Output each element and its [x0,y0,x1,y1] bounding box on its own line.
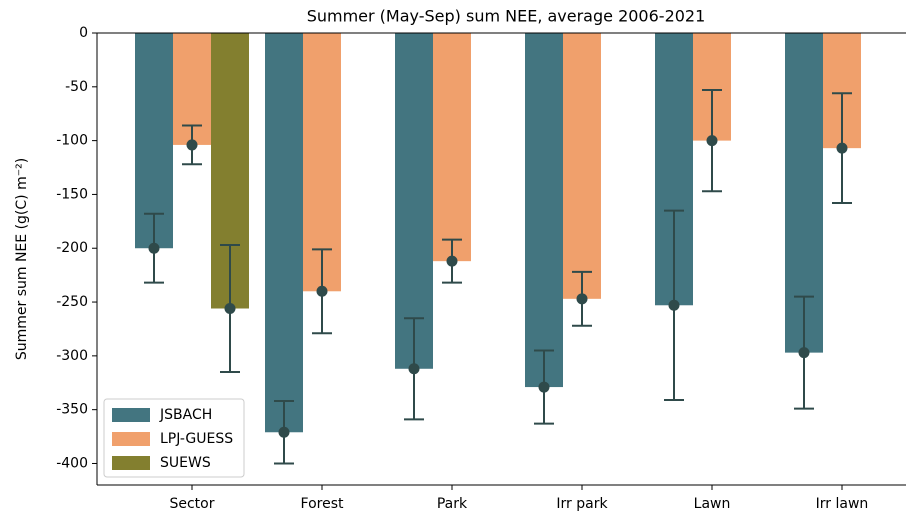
error-point [836,142,848,154]
error-point [278,426,290,438]
y-tick-label: -250 [56,294,88,310]
error-point [408,363,420,375]
y-tick-label: -50 [65,79,88,95]
x-tick-label: Park [437,496,468,512]
plot-area [135,33,861,465]
error-point [148,242,160,254]
bar [563,33,601,299]
legend-swatch [112,456,150,470]
y-axis-label: Summer sum NEE (g(C) m⁻²) [14,158,30,360]
y-tick-label: 0 [79,25,88,41]
bar [433,33,471,262]
error-point [186,139,198,151]
legend-swatch [112,408,150,422]
x-tick-label: Lawn [694,496,731,512]
y-tick-label: -300 [56,348,88,364]
bar [525,33,563,388]
error-point [706,135,718,147]
legend-label: SUEWS [160,455,211,471]
y-tick-label: -100 [56,133,88,149]
error-point [316,285,328,297]
y-tick-label: -200 [56,240,88,256]
y-tick-label: -150 [56,186,88,202]
bar [303,33,341,292]
error-point [538,381,550,393]
bar [135,33,173,249]
legend-swatch [112,432,150,446]
y-tick-label: -400 [56,455,88,471]
error-point [446,255,458,267]
y-tick-label: -350 [56,402,88,418]
x-tick-label: Irr lawn [816,496,869,512]
error-point [224,303,236,315]
x-tick-label: Irr park [556,496,608,512]
bar [265,33,303,433]
bar [395,33,433,369]
x-tick-label: Sector [169,496,214,512]
legend-label: JSBACH [159,407,212,423]
legend-label: LPJ-GUESS [160,431,233,447]
error-point [668,299,680,311]
error-point [798,347,810,359]
error-point [576,293,588,305]
chart-title: Summer (May-Sep) sum NEE, average 2006-2… [307,7,706,26]
x-tick-label: Forest [301,496,344,512]
